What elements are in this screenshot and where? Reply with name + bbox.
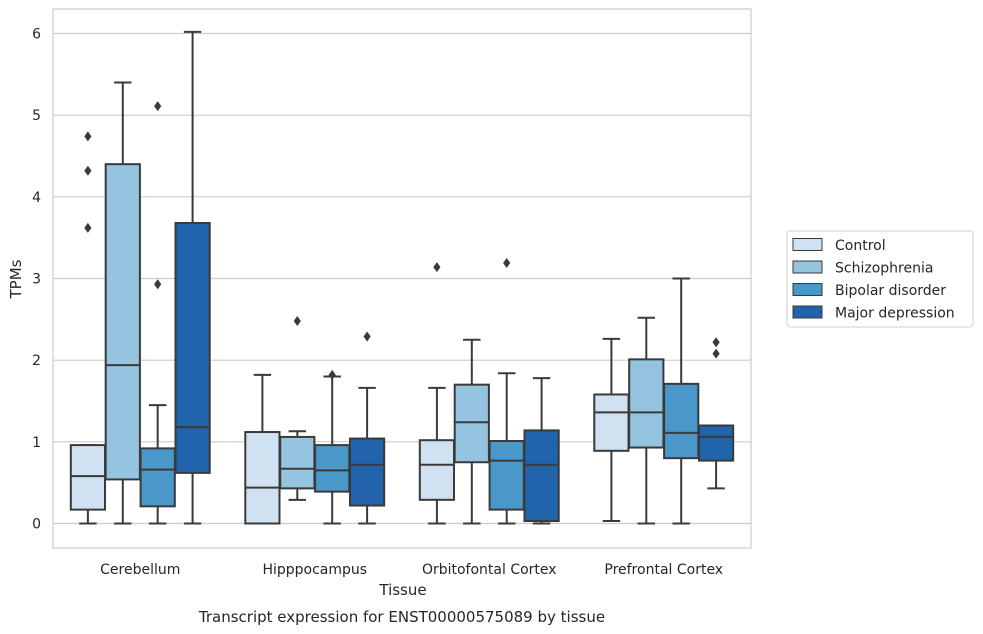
- y-tick-label-4: 4: [32, 190, 41, 206]
- flier-point: [154, 279, 162, 290]
- y-tick-label-0: 0: [32, 517, 41, 533]
- box-body: [418, 439, 456, 501]
- box-body: [279, 435, 316, 490]
- x-tick-label-0: Cerebellum: [100, 562, 180, 578]
- box-groups: [69, 30, 735, 525]
- flier-point: [84, 165, 92, 176]
- legend-swatch-2: [792, 283, 823, 296]
- box-body: [104, 163, 141, 481]
- x-tick-label-2: Orbitofontal Cortex: [422, 562, 557, 578]
- y-tick-label-2: 2: [32, 353, 41, 369]
- legend-swatch-3: [792, 305, 823, 319]
- flier-point: [712, 348, 720, 359]
- box-body: [348, 437, 386, 507]
- legend-label-1: Schizophrenia: [835, 261, 933, 277]
- legend-label-3: Major depression: [835, 306, 955, 322]
- x-axis-label: Tissue: [378, 581, 426, 599]
- box-1-1: [279, 315, 316, 501]
- box-3-0: [593, 337, 630, 523]
- legend-swatch-0: [792, 238, 823, 251]
- box-body: [488, 440, 525, 511]
- box-body: [663, 382, 700, 460]
- box-0-0: [69, 131, 107, 525]
- box-0-1: [104, 81, 141, 525]
- box-body: [697, 424, 735, 462]
- box-3-1: [628, 316, 665, 525]
- plot-frame: [52, 8, 752, 549]
- y-axis-label: TPMs: [7, 259, 25, 299]
- legend-label-0: Control: [835, 238, 886, 254]
- legend: Control Schizophrenia Bipolar disorder Majo…: [786, 230, 974, 328]
- box-body: [139, 447, 176, 508]
- box-body: [593, 393, 630, 452]
- y-tick-label-1: 1: [32, 435, 41, 451]
- box-2-3: [523, 377, 560, 525]
- box-2-2: [488, 257, 525, 525]
- box-body: [69, 444, 107, 511]
- box-body: [523, 429, 560, 523]
- flier-point: [84, 131, 92, 142]
- flier-point: [712, 337, 720, 348]
- box-1-2: [314, 369, 351, 525]
- legend-swatch-1: [792, 260, 823, 274]
- box-body: [453, 383, 490, 464]
- legend-label-2: Bipolar disorder: [835, 283, 946, 299]
- flier-point: [503, 257, 511, 268]
- flier-point: [154, 101, 162, 112]
- x-tick-label-1: Hipppocampus: [262, 562, 367, 578]
- box-body: [244, 431, 281, 525]
- chart-caption: Transcript expression for ENST0000057508…: [198, 608, 605, 626]
- box-2-0: [418, 262, 456, 525]
- y-tick-label-6: 6: [32, 27, 41, 43]
- box-3-2: [663, 277, 700, 525]
- box-3-3: [697, 337, 735, 490]
- flier-point: [433, 262, 441, 273]
- x-tick-label-3: Prefrontal Cortex: [604, 562, 723, 578]
- box-body: [314, 444, 351, 493]
- box-1-0: [244, 373, 281, 525]
- y-tick-label-5: 5: [32, 108, 41, 124]
- flier-point: [328, 369, 336, 380]
- box-body: [174, 221, 211, 474]
- flier-point: [363, 331, 371, 342]
- box-body: [628, 358, 665, 449]
- x-axis-ticks: Cerebellum Hipppocampus Orbitofontal Corte…: [100, 562, 723, 578]
- box-1-3: [348, 331, 386, 525]
- y-tick-label-3: 3: [32, 272, 41, 288]
- y-axis-ticks: 0 1 2 3 4 5 6: [32, 27, 41, 533]
- box-0-3: [174, 30, 211, 525]
- box-2-1: [453, 338, 490, 525]
- flier-point: [84, 222, 92, 233]
- flier-point: [293, 315, 301, 326]
- box-0-2: [139, 101, 176, 525]
- legend-frame: [786, 230, 974, 328]
- grid-lines: [53, 32, 751, 525]
